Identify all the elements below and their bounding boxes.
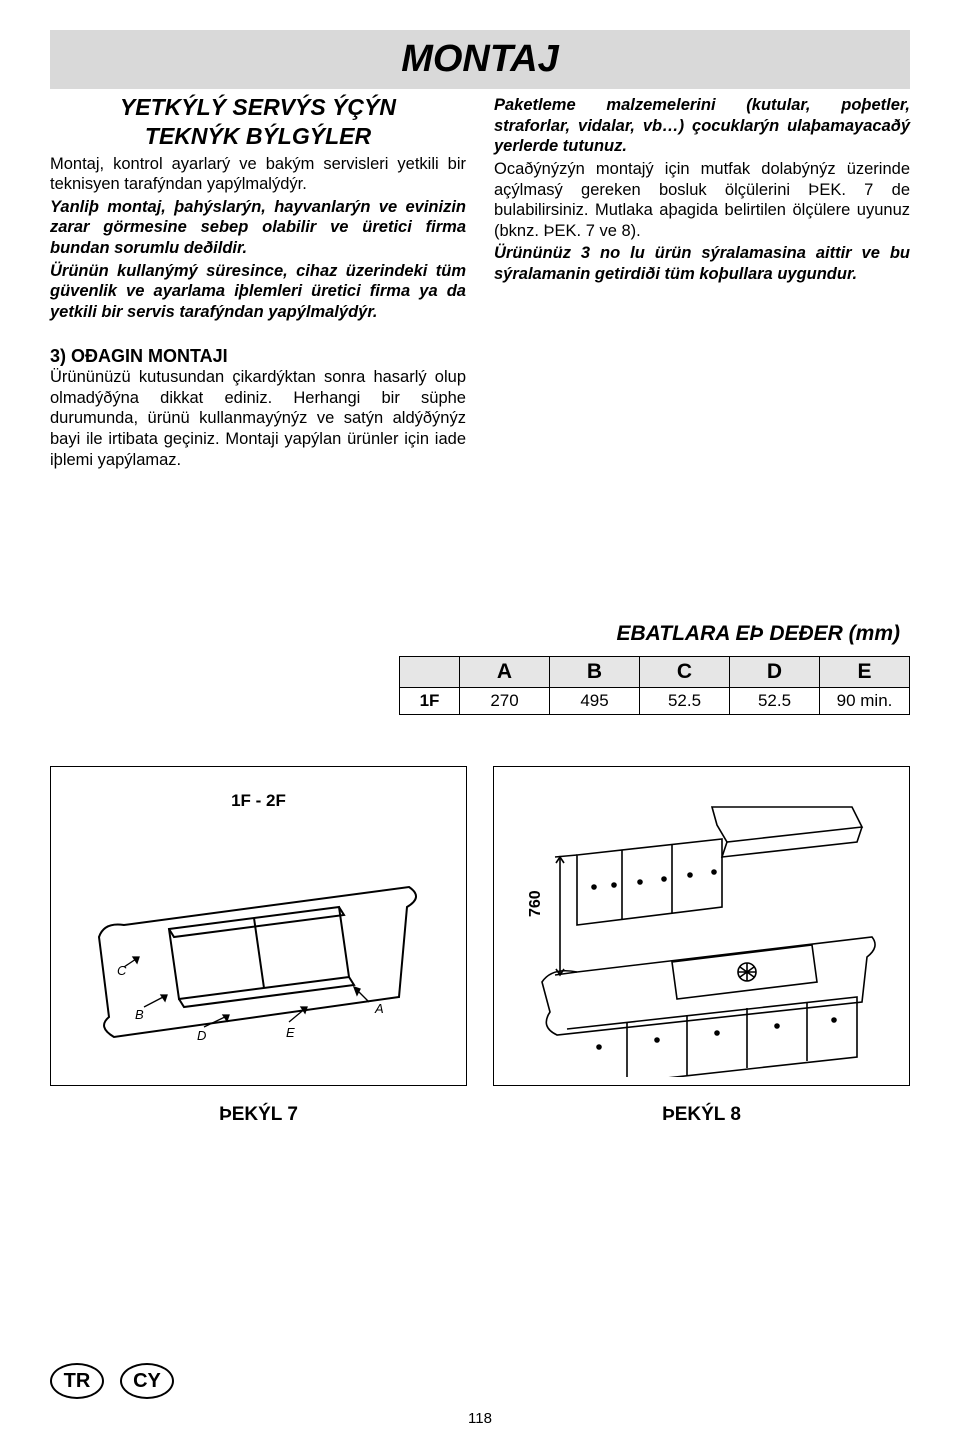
country-code-cy: CY bbox=[120, 1363, 174, 1399]
section3-body: Ürününüzü kutusundan çikardýktan sonra h… bbox=[50, 367, 466, 470]
figure-8-box: 760 bbox=[493, 766, 910, 1086]
table-header: A bbox=[460, 657, 550, 688]
left-column: YETKÝLÝ SERVÝS ÝÇÝN TEKNÝK BÝLGÝLER Mont… bbox=[50, 95, 466, 472]
figure-8-diagram bbox=[522, 797, 882, 1077]
dimension-table: A B C D E 1F 270 495 52.5 52.5 90 min. bbox=[399, 656, 910, 715]
figure-8-caption: ÞEKÝL 8 bbox=[493, 1104, 910, 1126]
svg-text:C: C bbox=[117, 963, 127, 978]
title-band: MONTAJ bbox=[50, 30, 910, 89]
country-code-tr: TR bbox=[50, 1363, 104, 1399]
body-columns: YETKÝLÝ SERVÝS ÝÇÝN TEKNÝK BÝLGÝLER Mont… bbox=[50, 95, 910, 472]
table-row-label: 1F bbox=[400, 688, 460, 715]
right-p3: Ürününüz 3 no lu ürün sýralamasina aitti… bbox=[494, 243, 910, 284]
table-row: 1F 270 495 52.5 52.5 90 min. bbox=[400, 688, 910, 715]
table-cell: 52.5 bbox=[640, 688, 730, 715]
table-cell: 270 bbox=[460, 688, 550, 715]
figure-7-diagram: C B D E A bbox=[89, 867, 429, 1057]
right-p2: Ocaðýnýzýn montajý için mutfak dolabýnýz… bbox=[494, 159, 910, 242]
subtitle-line-1: YETKÝLÝ SERVÝS ÝÇÝN bbox=[50, 95, 466, 120]
table-title: EBATLARA EÞ DEÐER (mm) bbox=[50, 622, 910, 646]
figure-8-wrapper: 760 bbox=[493, 766, 910, 1126]
svg-text:D: D bbox=[197, 1028, 206, 1043]
table-header: B bbox=[550, 657, 640, 688]
table-cell: 495 bbox=[550, 688, 640, 715]
figure-7-caption: ÞEKÝL 7 bbox=[50, 1104, 467, 1126]
left-p1: Montaj, kontrol ayarlarý ve bakým servis… bbox=[50, 154, 466, 195]
left-p2: Yanliþ montaj, þahýslarýn, hayvanlarýn v… bbox=[50, 197, 466, 259]
left-p3: Ürünün kullanýmý süresince, cihaz üzerin… bbox=[50, 261, 466, 323]
figures-row: 1F - 2F C B D E bbox=[50, 766, 910, 1126]
table-header: E bbox=[820, 657, 910, 688]
right-column: Paketleme malzemelerini (kutular, poþetl… bbox=[494, 95, 910, 472]
table-corner-cell bbox=[400, 657, 460, 688]
section3-header: 3) OÐAGIN MONTAJI bbox=[50, 345, 466, 368]
figure-7-top-label: 1F - 2F bbox=[231, 791, 286, 811]
table-header: C bbox=[640, 657, 730, 688]
figure-7-wrapper: 1F - 2F C B D E bbox=[50, 766, 467, 1126]
table-cell: 90 min. bbox=[820, 688, 910, 715]
page-title: MONTAJ bbox=[50, 38, 910, 81]
table-cell: 52.5 bbox=[730, 688, 820, 715]
page-number: 118 bbox=[468, 1410, 492, 1427]
figure-7-box: 1F - 2F C B D E bbox=[50, 766, 467, 1086]
table-header-row: A B C D E bbox=[400, 657, 910, 688]
table-header: D bbox=[730, 657, 820, 688]
svg-text:E: E bbox=[286, 1025, 295, 1040]
svg-text:B: B bbox=[135, 1007, 144, 1022]
svg-text:A: A bbox=[374, 1001, 384, 1016]
subtitle-line-2: TEKNÝK BÝLGÝLER bbox=[50, 124, 466, 149]
footer-countries: TR CY bbox=[50, 1363, 174, 1399]
right-p1: Paketleme malzemelerini (kutular, poþetl… bbox=[494, 95, 910, 157]
